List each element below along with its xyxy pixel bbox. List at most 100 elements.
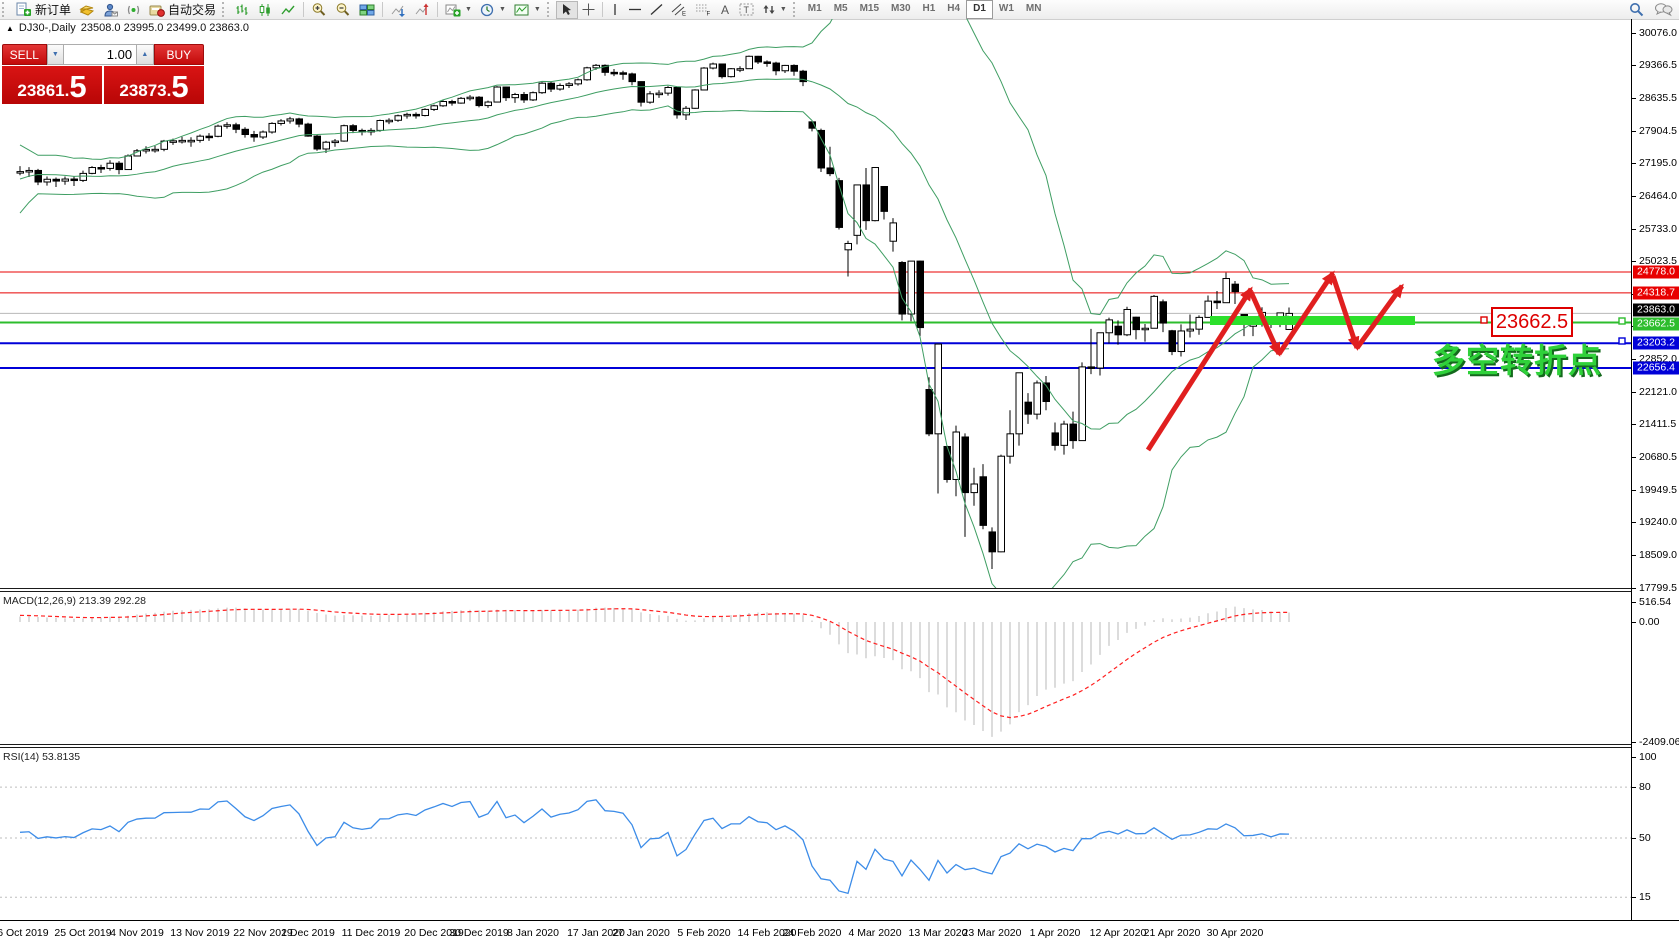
timeframe-mn[interactable]: MN — [1025, 3, 1042, 14]
rsi-tick-label: 80 — [1639, 781, 1651, 794]
timeframe-w1[interactable]: W1 — [998, 3, 1014, 14]
indicators-dropdown-arrow[interactable]: ▼ — [465, 6, 472, 13]
price-tick-label: 21411.5 — [1639, 418, 1677, 431]
arrows-tool[interactable]: ▼ — [758, 0, 791, 19]
crosshair-tool-button[interactable] — [578, 0, 599, 19]
channel-icon: E — [671, 3, 686, 16]
chart-title-row: ▲ DJ30-,Daily 23508.0 23995.0 23499.0 23… — [6, 22, 249, 34]
chat-icon[interactable] — [1654, 2, 1673, 17]
price-chart-pane[interactable] — [0, 19, 1632, 588]
templates-button[interactable]: ▼ — [510, 0, 545, 19]
gold-box-icon — [79, 4, 95, 16]
date-label: 4 Mar 2020 — [848, 927, 902, 939]
price-tick-mark — [1631, 359, 1636, 361]
text-label-tool[interactable]: T — [735, 0, 758, 19]
chart-shift-button[interactable] — [410, 0, 434, 19]
volume-down-button[interactable]: ▼ — [46, 44, 65, 65]
buy-price-display[interactable]: 23873. 5 — [104, 66, 204, 104]
svg-text:T: T — [743, 5, 749, 15]
volume-input[interactable] — [64, 44, 137, 65]
volume-up-button[interactable]: ▲ — [136, 44, 154, 65]
price-line-badge: 24318.7 — [1633, 286, 1679, 300]
price-tick-mark — [1631, 97, 1636, 99]
arrows-dropdown-arrow[interactable]: ▼ — [779, 6, 787, 13]
search-icon[interactable] — [1629, 2, 1644, 17]
svg-text:F: F — [706, 12, 710, 17]
trendline-icon — [650, 4, 663, 15]
rsi-tick-label: 100 — [1639, 751, 1657, 763]
periods-dropdown-arrow[interactable]: ▼ — [498, 6, 506, 13]
periods-button[interactable]: ▼ — [476, 0, 510, 19]
price-tick-label: 29366.5 — [1639, 58, 1677, 71]
toolbar-grip[interactable] — [792, 2, 800, 17]
price-tick-label: 27195.0 — [1639, 156, 1677, 169]
macd-tick-mark — [1631, 602, 1636, 603]
auto-trading-button[interactable]: 自动交易 — [145, 0, 220, 19]
equidistant-channel-tool[interactable]: E — [667, 0, 691, 19]
tile-windows-button[interactable] — [355, 0, 379, 19]
ohlc-values: 23508.0 23995.0 23499.0 23863.0 — [80, 22, 249, 34]
timeframe-m5[interactable]: M5 — [833, 3, 848, 14]
timeframe-h1[interactable]: H1 — [922, 3, 936, 14]
templates-dropdown-arrow[interactable]: ▼ — [533, 6, 541, 13]
toolbar-grip[interactable] — [222, 2, 229, 17]
zoom-in-button[interactable] — [307, 0, 331, 19]
rsi-tick-label: 50 — [1639, 832, 1651, 844]
zoom-out-button[interactable] — [331, 0, 355, 19]
auto-trading-label: 自动交易 — [168, 3, 217, 17]
auto-scroll-button[interactable] — [386, 0, 410, 19]
timeframe-m15[interactable]: M15 — [859, 3, 880, 14]
date-label: 21 Apr 2020 — [1143, 927, 1201, 939]
one-click-trading-widget: SELL ▼ ▲ BUY 23861.5 23873.5 — [2, 44, 204, 104]
date-label: 12 Apr 2020 — [1089, 927, 1147, 939]
fibonacci-icon: F — [695, 4, 710, 17]
vertical-line-tool[interactable] — [606, 0, 624, 19]
sell-price-frac: 5 — [69, 69, 87, 104]
price-tick-mark — [1631, 32, 1636, 34]
svg-text:A: A — [721, 3, 729, 16]
price-tick-label: 19240.0 — [1639, 516, 1677, 529]
chart-shift-icon — [415, 3, 429, 15]
buy-button[interactable]: BUY — [153, 44, 204, 65]
line-chart-button[interactable] — [277, 0, 300, 19]
horizontal-line-tool[interactable] — [624, 0, 646, 19]
timeframe-d1[interactable]: D1 — [966, 0, 993, 19]
pane-separator[interactable] — [0, 744, 1632, 748]
candlestick-chart-button[interactable] — [254, 0, 277, 19]
trendline-tool[interactable] — [646, 0, 667, 19]
toolbar-grip[interactable] — [2, 2, 9, 17]
bar-chart-button[interactable] — [231, 0, 254, 19]
fibonacci-tool[interactable]: F — [691, 0, 715, 19]
new-order-button[interactable]: 新订单 — [11, 0, 75, 19]
sell-price-display[interactable]: 23861. 5 — [2, 66, 102, 104]
sell-button[interactable]: SELL — [2, 44, 47, 65]
timeframe-m1[interactable]: M1 — [807, 3, 822, 14]
price-tick-label: 25733.0 — [1639, 222, 1677, 235]
contact-button[interactable] — [99, 0, 122, 19]
cursor-tool-button[interactable] — [555, 0, 578, 19]
price-callout-label[interactable]: 23662.5 — [1491, 307, 1573, 337]
indicators-button[interactable]: ▼ — [441, 0, 476, 19]
price-tick-label: 27904.5 — [1639, 124, 1677, 137]
price-tick-mark — [1631, 260, 1636, 262]
rsi-label: RSI(14) 53.8135 — [3, 751, 81, 763]
date-label: 13 Mar 2020 — [908, 927, 968, 939]
rsi-pane[interactable] — [0, 748, 1632, 920]
macd-tick-label: 516.54 — [1639, 596, 1672, 608]
timeframe-m30[interactable]: M30 — [891, 3, 911, 14]
macd-pane[interactable] — [0, 592, 1632, 744]
price-tick-mark — [1631, 424, 1636, 426]
pane-separator[interactable] — [0, 588, 1632, 592]
gold-box-button[interactable] — [75, 0, 99, 19]
broadcast-button[interactable] — [122, 0, 145, 19]
new-order-label: 新订单 — [35, 3, 72, 17]
price-tick-label: 25023.5 — [1639, 254, 1677, 267]
price-axis-border — [1631, 19, 1632, 920]
toolbar-grip[interactable] — [546, 2, 554, 17]
cursor-icon — [562, 4, 571, 15]
timeframe-h4[interactable]: H4 — [947, 3, 961, 14]
zoom-in-icon — [312, 3, 326, 16]
date-label: 14 Feb 2020 — [737, 927, 797, 939]
text-tool[interactable]: A — [715, 0, 735, 19]
price-tick-mark — [1631, 130, 1636, 132]
